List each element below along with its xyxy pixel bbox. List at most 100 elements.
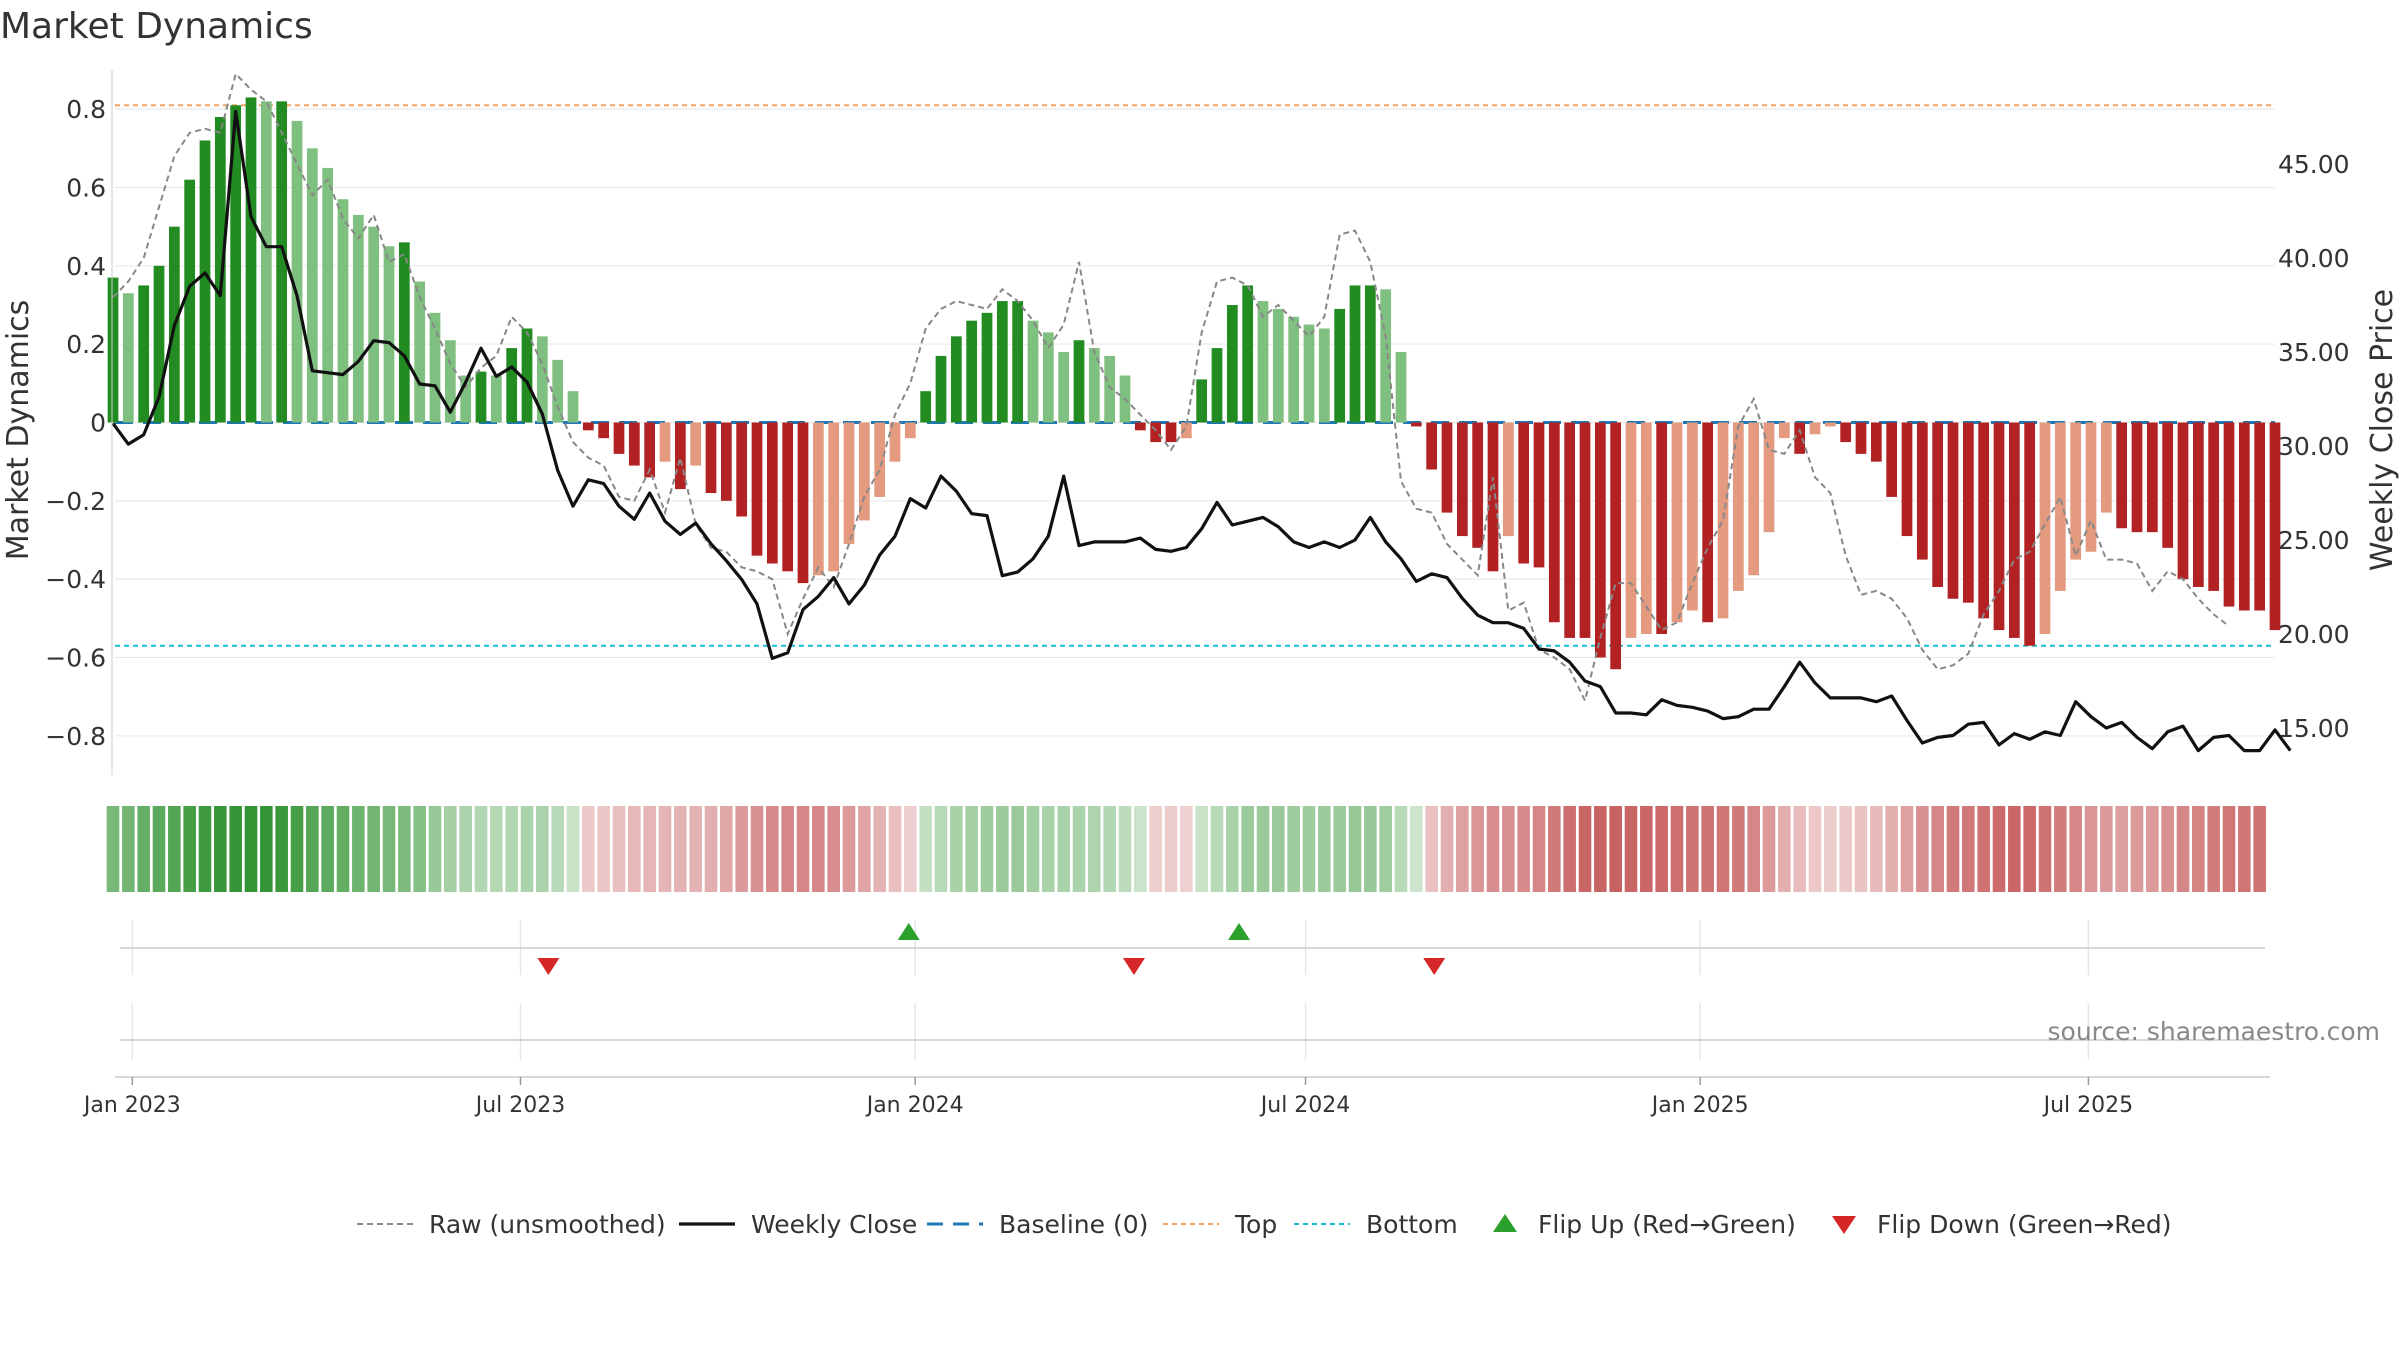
bar (1211, 348, 1223, 423)
strip-cell (1333, 806, 1346, 892)
bar (2039, 422, 2051, 634)
strip-cell (1640, 806, 1653, 892)
strip-cell (2192, 806, 2205, 892)
bar (2008, 422, 2020, 638)
strip-cell (612, 806, 626, 892)
legend-label: Weekly Close (751, 1210, 917, 1239)
strip-cell (965, 806, 978, 892)
bar (322, 167, 334, 423)
strip-cell (720, 806, 733, 892)
strip-cell (1088, 806, 1101, 892)
source-credit: source: sharemaestro.com (2048, 1017, 2381, 1046)
bar (966, 320, 978, 423)
x-tick-label: Jan 2025 (1650, 1093, 1749, 1118)
bar (2238, 422, 2250, 611)
bar (1978, 422, 1990, 619)
bar (1947, 422, 1959, 599)
bar (1763, 422, 1775, 533)
bar (1456, 422, 1468, 537)
strip-cell (1440, 806, 1454, 892)
bar (1732, 422, 1744, 591)
right-tick-label: 15.00 (2278, 714, 2350, 743)
bar (1088, 348, 1100, 423)
flip-down-marker (1423, 958, 1446, 975)
bar (352, 214, 364, 423)
legend-label: Raw (unsmoothed) (429, 1210, 666, 1239)
strip-cell (321, 806, 334, 892)
bar (797, 422, 809, 584)
strip-cell (459, 806, 472, 892)
bar (1134, 422, 1146, 431)
strip-cell (1900, 806, 1914, 892)
strip-cell (1563, 806, 1576, 892)
bar (812, 422, 824, 576)
dynamics-bars (107, 97, 2281, 670)
bar (1840, 422, 1852, 443)
strip-cell (2115, 806, 2128, 892)
bar (1886, 422, 1898, 497)
bar (368, 226, 380, 423)
bar (383, 246, 395, 423)
strip-cell (152, 806, 166, 892)
bar (552, 359, 564, 423)
strip-cell (1655, 806, 1668, 892)
legend-flip-up-symbol (1493, 1214, 1517, 1232)
bar (337, 199, 349, 423)
bar (1640, 422, 1652, 634)
bar (1058, 352, 1070, 423)
x-tick-label: Jan 2023 (82, 1093, 181, 1118)
bar (1594, 422, 1606, 658)
strip-cell (168, 806, 181, 892)
legend-label: Top (1234, 1210, 1277, 1239)
strip-cell (290, 806, 304, 892)
bar (2208, 422, 2220, 591)
strip-cell (183, 806, 196, 892)
bar (567, 391, 579, 423)
series-lines (111, 71, 2292, 753)
strip-cell (1762, 806, 1776, 892)
strip-cell (582, 806, 595, 892)
right-tick-label: 45.00 (2278, 150, 2350, 179)
strip-cell (980, 806, 994, 892)
strip-cell (1026, 806, 1040, 892)
bar (996, 301, 1008, 423)
right-tick-label: 40.00 (2278, 244, 2350, 273)
strip-cell (336, 806, 350, 892)
flip-up-marker (897, 923, 920, 940)
strip-cell (1287, 806, 1300, 892)
strip-cell (382, 806, 396, 892)
bar (2177, 422, 2189, 580)
strip-cell (1992, 806, 2006, 892)
bar (1441, 422, 1453, 513)
strip-cell (2238, 806, 2251, 892)
strip-cell (1072, 806, 1086, 892)
bar (1610, 422, 1622, 670)
bar (1042, 332, 1054, 423)
strip-cell (413, 806, 426, 892)
strip-cell (1042, 806, 1055, 892)
strip-cell (244, 806, 258, 892)
strip-cell (1609, 806, 1622, 892)
bar (199, 140, 211, 423)
bar (1993, 422, 2005, 631)
right-tick-label: 20.00 (2278, 620, 2350, 649)
strip-cell (1793, 806, 1806, 892)
bar (1794, 422, 1806, 454)
strip-cell (1118, 806, 1132, 892)
strip-cell (1885, 806, 1898, 892)
strip-cell (1624, 806, 1638, 892)
bar (1395, 352, 1407, 423)
strip-cell (704, 806, 718, 892)
bar (1073, 340, 1085, 423)
strip-cell (566, 806, 580, 892)
strip-cell (597, 806, 610, 892)
weekly-close-line (111, 109, 2292, 753)
bar (1932, 422, 1944, 587)
strip-cell (643, 806, 656, 892)
bar (2162, 422, 2174, 548)
bar (460, 375, 472, 423)
bar (1809, 422, 1821, 435)
bar (628, 422, 640, 466)
bar (398, 242, 410, 423)
bar (1349, 285, 1361, 423)
